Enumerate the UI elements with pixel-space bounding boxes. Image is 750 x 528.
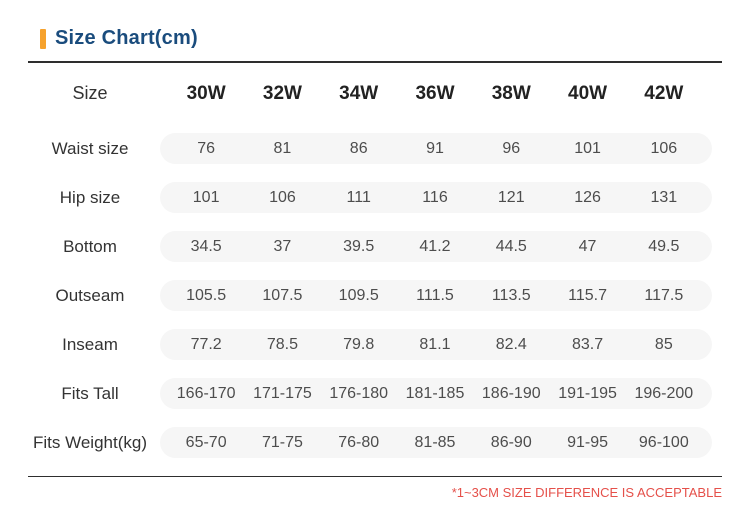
value-cell: 101	[192, 188, 220, 206]
row-values-waist-size: 76 81 86 91 96 101 106	[160, 133, 712, 164]
column-header-36w: 36W	[415, 82, 455, 104]
table-row-bottom: Bottom 34.5 37 39.5 41.2 44.5 47 49.5	[28, 222, 722, 271]
value-cell: 77.2	[190, 335, 222, 353]
row-values-hip-size: 101 106 111 116 121 126 131	[160, 182, 712, 213]
row-label-fits-tall: Fits Tall	[61, 383, 119, 403]
footnote: *1~3CM SIZE DIFFERENCE IS ACCEPTABLE	[451, 485, 722, 500]
value-cell: 47	[578, 237, 597, 255]
value-cell: 109.5	[338, 286, 379, 304]
table-row-hip-size: Hip size 101 106 111 116 121 126 131	[28, 173, 722, 222]
value-cell: 37	[273, 237, 292, 255]
table-row-inseam: Inseam 77.2 78.5 79.8 81.1 82.4 83.7 85	[28, 320, 722, 369]
value-cell: 91	[426, 139, 444, 157]
row-values-fits-weight: 65-70 71-75 76-80 81-85 86-90 91-95 96-1…	[160, 427, 712, 458]
value-cell: 101	[574, 139, 601, 157]
value-cell: 41.2	[419, 237, 451, 255]
table-row-fits-tall: Fits Tall 166-170 171-175 176-180 181-18…	[28, 369, 722, 418]
value-cell: 86-90	[490, 433, 532, 451]
page-title: Size Chart(cm)	[55, 27, 198, 49]
value-cell: 96-100	[638, 433, 689, 451]
value-cell: 131	[650, 188, 678, 206]
row-label-hip-size: Hip size	[59, 187, 121, 207]
value-cell: 126	[574, 188, 601, 206]
value-cell: 113.5	[491, 286, 531, 304]
column-header-32w: 32W	[262, 82, 302, 104]
value-cell: 121	[497, 188, 525, 206]
value-cell: 86	[349, 139, 368, 157]
value-cell: 76-80	[338, 433, 380, 451]
value-cell: 49.5	[648, 237, 680, 255]
value-cell: 81-85	[414, 433, 456, 451]
value-cell: 78.5	[266, 335, 298, 353]
value-cell: 39.5	[343, 237, 375, 255]
column-header-40w: 40W	[568, 82, 608, 104]
value-cell: 111	[346, 188, 371, 206]
table-header-row: Size 30W 32W 34W 36W 38W 40W 42W	[28, 63, 722, 124]
value-cell: 106	[269, 188, 296, 206]
value-cell: 181-185	[405, 384, 465, 402]
value-cell: 171-175	[253, 384, 312, 402]
value-cell: 44.5	[495, 237, 527, 255]
column-header-42w: 42W	[644, 82, 684, 104]
row-values-bottom: 34.5 37 39.5 41.2 44.5 47 49.5	[160, 231, 712, 262]
value-cell: 76	[197, 139, 216, 157]
row-label-fits-weight: Fits Weight(kg)	[33, 432, 147, 452]
column-header-size: Size	[72, 83, 108, 103]
column-header-30w: 30W	[186, 82, 226, 104]
divider-top	[28, 61, 722, 63]
row-values-fits-tall: 166-170 171-175 176-180 181-185 186-190 …	[160, 378, 712, 409]
value-cell: 81	[273, 139, 292, 157]
section-header: Size Chart(cm)	[0, 0, 750, 61]
value-cell: 83.7	[571, 335, 604, 353]
column-headers: 30W 32W 34W 36W 38W 40W 42W	[160, 78, 712, 109]
value-cell: 176-180	[329, 384, 389, 402]
row-label-inseam: Inseam	[62, 334, 118, 354]
value-cell: 111.5	[416, 286, 454, 304]
value-cell: 107.5	[262, 286, 303, 304]
row-values-outseam: 105.5 107.5 109.5 111.5 113.5 115.7 117.…	[160, 280, 712, 311]
column-header-34w: 34W	[339, 82, 379, 104]
value-cell: 34.5	[190, 237, 222, 255]
value-cell: 91-95	[567, 433, 608, 451]
value-cell: 115.7	[568, 286, 607, 304]
table-row-waist-size: Waist size 76 81 86 91 96 101 106	[28, 124, 722, 173]
size-table: Size 30W 32W 34W 36W 38W 40W 42W Waist s…	[0, 63, 750, 467]
accent-bar	[40, 28, 46, 49]
value-cell: 96	[502, 139, 521, 157]
value-cell: 79.8	[343, 335, 375, 353]
value-cell: 116	[422, 188, 448, 206]
divider-bottom	[28, 476, 722, 477]
value-cell: 85	[654, 335, 673, 353]
value-cell: 186-190	[481, 384, 541, 402]
value-cell: 71-75	[261, 433, 303, 451]
value-cell: 117.5	[644, 286, 684, 304]
row-label-waist-size: Waist size	[51, 138, 129, 158]
value-cell: 191-195	[558, 384, 617, 402]
column-header-38w: 38W	[491, 82, 531, 104]
value-cell: 106	[650, 139, 678, 157]
value-cell: 82.4	[495, 335, 527, 353]
row-label-outseam: Outseam	[55, 285, 125, 305]
value-cell: 65-70	[185, 433, 227, 451]
table-row-fits-weight: Fits Weight(kg) 65-70 71-75 76-80 81-85 …	[28, 418, 722, 467]
value-cell: 105.5	[186, 286, 227, 304]
row-values-inseam: 77.2 78.5 79.8 81.1 82.4 83.7 85	[160, 329, 712, 360]
table-row-outseam: Outseam 105.5 107.5 109.5 111.5 113.5 11…	[28, 271, 722, 320]
value-cell: 196-200	[634, 384, 694, 402]
value-cell: 166-170	[176, 384, 236, 402]
value-cell: 81.1	[419, 335, 451, 353]
row-label-bottom: Bottom	[63, 236, 117, 256]
